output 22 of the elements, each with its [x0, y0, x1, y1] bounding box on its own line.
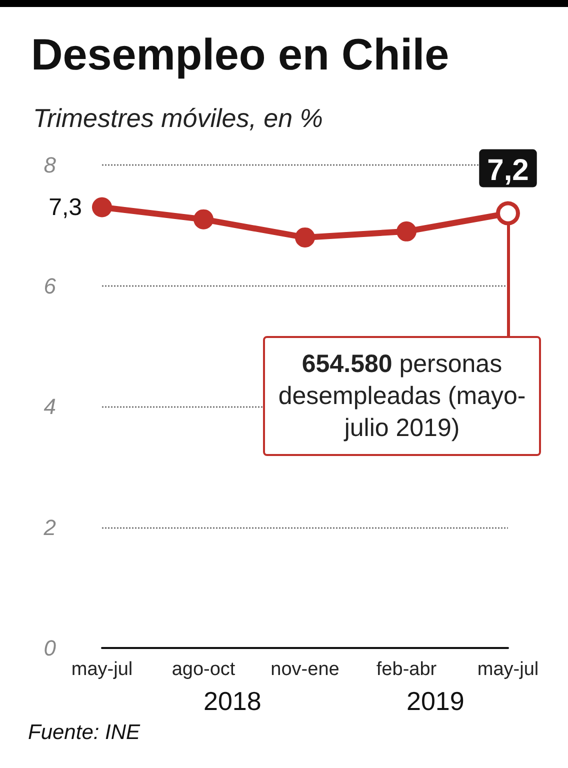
point — [194, 209, 214, 230]
data-label: 7,2 — [487, 154, 529, 187]
source-note: Fuente: INE — [28, 721, 142, 744]
point — [396, 221, 416, 242]
y-tick-label: 8 — [44, 152, 57, 178]
x-tick-label: ago-oct — [172, 659, 236, 680]
text: 2019 — [406, 686, 464, 716]
y-tick-label: 2 — [42, 514, 56, 540]
y-tick-label: 6 — [44, 273, 57, 298]
y-tick-label: 0 — [44, 636, 57, 660]
callout-box: 654.580 personas desempleadas (mayo-julio 2019) — [263, 336, 541, 456]
point — [295, 227, 315, 248]
chart-title: Desempleo en Chile — [31, 30, 450, 80]
x-tick-label: feb-abr — [376, 659, 438, 680]
x-tick-label: may-jul — [71, 659, 133, 680]
data-label: 7,3 — [48, 194, 82, 221]
text: 2018 — [204, 686, 262, 716]
y-tick-label: 4 — [44, 394, 56, 419]
point — [92, 197, 112, 218]
chart-subtitle: Trimestres móviles, en % — [33, 103, 323, 133]
x-tick-label: may-jul — [477, 659, 539, 680]
x-tick-label: nov-ene — [270, 659, 340, 680]
